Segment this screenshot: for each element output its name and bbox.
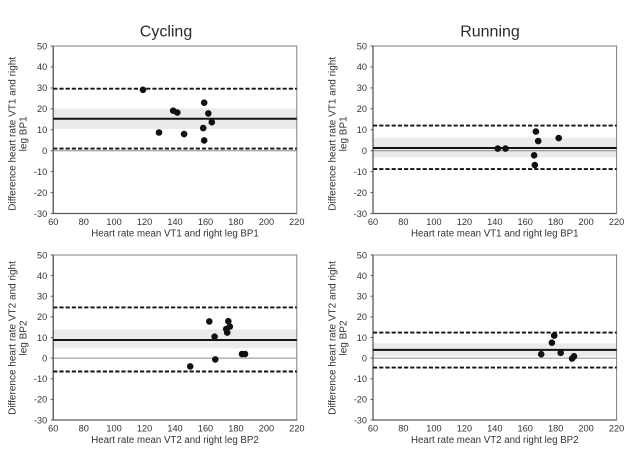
svg-text:-30: -30 (34, 209, 47, 219)
svg-text:200: 200 (259, 423, 274, 433)
svg-text:140: 140 (167, 423, 182, 433)
svg-text:200: 200 (259, 217, 274, 227)
svg-text:80: 80 (79, 423, 89, 433)
svg-text:100: 100 (426, 217, 441, 227)
svg-text:160: 160 (198, 423, 213, 433)
svg-text:80: 80 (79, 217, 89, 227)
svg-text:40: 40 (357, 62, 367, 72)
svg-text:0: 0 (362, 146, 367, 156)
svg-text:Heart rate mean VT2 and right: Heart rate mean VT2 and right leg BP2 (411, 435, 578, 446)
svg-text:-20: -20 (354, 188, 367, 198)
svg-text:20: 20 (37, 104, 47, 114)
svg-text:80: 80 (398, 217, 408, 227)
svg-text:Heart rate mean VT1 and right: Heart rate mean VT1 and right leg BP1 (91, 228, 258, 239)
svg-text:Cycling: Cycling (140, 23, 192, 40)
svg-text:leg BP2: leg BP2 (19, 320, 30, 355)
svg-text:220: 220 (609, 217, 624, 227)
svg-text:120: 120 (457, 217, 472, 227)
svg-text:50: 50 (37, 250, 47, 260)
svg-text:160: 160 (518, 217, 533, 227)
svg-text:220: 220 (609, 423, 624, 433)
svg-text:Difference heart rate VT2 and: Difference heart rate VT2 and right (8, 261, 19, 415)
svg-text:0: 0 (42, 146, 47, 156)
svg-text:leg BP1: leg BP1 (339, 116, 350, 151)
svg-text:leg BP1: leg BP1 (19, 116, 30, 151)
svg-text:60: 60 (48, 423, 58, 433)
svg-text:20: 20 (357, 312, 367, 322)
svg-text:120: 120 (457, 423, 472, 433)
svg-text:-30: -30 (34, 415, 47, 425)
svg-text:100: 100 (426, 423, 441, 433)
svg-text:100: 100 (106, 423, 121, 433)
svg-text:140: 140 (487, 423, 502, 433)
svg-text:Heart rate mean VT1 and right: Heart rate mean VT1 and right leg BP1 (411, 228, 578, 239)
svg-text:Difference heart rate VT1 and: Difference heart rate VT1 and right (8, 57, 19, 211)
svg-text:50: 50 (357, 250, 367, 260)
svg-text:leg BP2: leg BP2 (339, 320, 350, 355)
svg-text:200: 200 (578, 423, 593, 433)
svg-text:-20: -20 (34, 188, 47, 198)
svg-text:-10: -10 (354, 167, 367, 177)
svg-text:160: 160 (518, 423, 533, 433)
svg-text:200: 200 (578, 217, 593, 227)
svg-text:30: 30 (37, 83, 47, 93)
svg-text:10: 10 (37, 125, 47, 135)
svg-text:50: 50 (37, 41, 47, 51)
svg-text:180: 180 (228, 217, 243, 227)
svg-text:10: 10 (357, 333, 367, 343)
svg-text:60: 60 (368, 423, 378, 433)
svg-text:220: 220 (289, 217, 304, 227)
svg-text:30: 30 (357, 83, 367, 93)
svg-text:10: 10 (357, 125, 367, 135)
svg-text:-30: -30 (354, 209, 367, 219)
svg-text:140: 140 (487, 217, 502, 227)
svg-text:Running: Running (460, 23, 520, 40)
svg-text:10: 10 (37, 333, 47, 343)
svg-text:100: 100 (106, 217, 121, 227)
svg-text:30: 30 (37, 292, 47, 302)
svg-text:Difference heart rate VT1 and: Difference heart rate VT1 and right (328, 57, 339, 211)
svg-text:-20: -20 (34, 395, 47, 405)
svg-text:180: 180 (548, 217, 563, 227)
svg-text:0: 0 (362, 353, 367, 363)
svg-text:-10: -10 (354, 374, 367, 384)
svg-text:-10: -10 (34, 167, 47, 177)
svg-text:0: 0 (42, 353, 47, 363)
svg-text:-20: -20 (354, 395, 367, 405)
svg-text:80: 80 (398, 423, 408, 433)
svg-text:20: 20 (37, 312, 47, 322)
svg-text:40: 40 (37, 62, 47, 72)
svg-text:-30: -30 (354, 415, 367, 425)
svg-text:Heart rate mean VT2 and right: Heart rate mean VT2 and right leg BP2 (91, 435, 258, 446)
svg-text:40: 40 (37, 271, 47, 281)
svg-text:60: 60 (368, 217, 378, 227)
svg-text:120: 120 (137, 217, 152, 227)
svg-text:120: 120 (137, 423, 152, 433)
svg-text:30: 30 (357, 292, 367, 302)
svg-text:50: 50 (357, 41, 367, 51)
svg-text:180: 180 (228, 423, 243, 433)
svg-text:140: 140 (167, 217, 182, 227)
svg-text:220: 220 (289, 423, 304, 433)
svg-text:160: 160 (198, 217, 213, 227)
svg-text:40: 40 (357, 271, 367, 281)
svg-text:20: 20 (357, 104, 367, 114)
svg-text:-10: -10 (34, 374, 47, 384)
svg-text:Difference heart rate VT2 and: Difference heart rate VT2 and right (328, 261, 339, 415)
svg-text:60: 60 (48, 217, 58, 227)
svg-text:180: 180 (548, 423, 563, 433)
